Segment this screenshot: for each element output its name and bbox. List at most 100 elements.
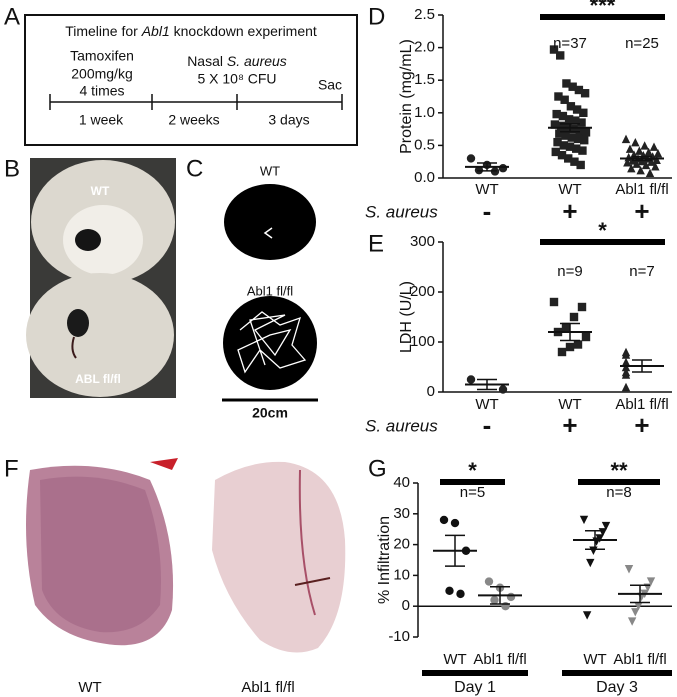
condition-label: S. aureus: [365, 202, 438, 221]
data-point: [466, 375, 476, 384]
y-tick-label: 200: [410, 283, 435, 300]
data-point: [484, 577, 494, 586]
data-point: [625, 144, 635, 153]
data-point: [565, 142, 575, 151]
data-point: [466, 154, 476, 163]
data-point: [573, 340, 583, 349]
data-point: [627, 164, 636, 173]
panel-letter: F: [4, 455, 19, 482]
data-point: [574, 85, 584, 95]
data-point: [550, 120, 560, 129]
panel-letter: C: [186, 155, 203, 182]
data-point: [649, 142, 659, 151]
y-tick-label: 0.5: [414, 136, 435, 153]
data-point: [552, 109, 561, 119]
data-point: [556, 51, 565, 60]
tracking-label: Abl1 fl/fl: [247, 283, 293, 298]
data-point: [558, 111, 568, 121]
data-point: [569, 124, 578, 134]
n-label: n=9: [557, 263, 582, 280]
histology-label: WT: [78, 679, 101, 696]
data-point: [501, 602, 510, 611]
data-point: [586, 558, 595, 568]
data-point: [562, 79, 571, 88]
y-tick-label: 10: [393, 566, 410, 583]
y-tick-label: -10: [388, 628, 410, 645]
data-point: [641, 160, 651, 170]
panel-letter: B: [4, 155, 20, 182]
y-tick-label: 1.5: [414, 71, 435, 88]
group-label: Day 3: [596, 679, 638, 696]
data-point: [498, 385, 508, 394]
data-point: [490, 595, 499, 605]
photo-label: ABL fl/fl: [75, 372, 121, 386]
y-tick-label: 30: [393, 505, 410, 522]
significance-label: ***: [590, 0, 616, 18]
data-point: [498, 164, 508, 173]
data-point: [634, 602, 643, 611]
data-point: [572, 144, 581, 153]
group-bar: [562, 670, 672, 676]
significance-label: *: [468, 458, 477, 483]
data-point: [566, 102, 576, 111]
x-tick-label: Abl1 fl/fl: [613, 651, 666, 668]
data-point: [456, 589, 465, 599]
n-label: n=8: [606, 484, 631, 501]
data-point: [635, 146, 644, 155]
data-point: [601, 521, 611, 531]
data-point: [651, 162, 660, 171]
n-label: n=25: [625, 35, 659, 52]
data-point: [621, 134, 631, 144]
data-point: [581, 332, 591, 342]
data-point: [639, 150, 648, 160]
data-point: [579, 515, 589, 525]
data-point: [551, 147, 560, 157]
y-tick-label: 2.5: [414, 6, 435, 23]
data-point: [621, 350, 631, 359]
y-tick-label: 0: [427, 383, 435, 400]
significance-bar: [440, 479, 505, 485]
data-point: [589, 546, 598, 555]
panel-letter: E: [368, 230, 384, 257]
data-point: [553, 137, 562, 147]
data-point: [445, 586, 454, 595]
data-point: [567, 133, 576, 142]
histology-label: Abl1 fl/fl: [241, 679, 294, 696]
data-point: [578, 146, 587, 155]
data-point: [579, 108, 588, 117]
histology: WT Abl1 fl/fl: [26, 458, 346, 696]
data-point: [557, 150, 567, 160]
data-point: [506, 592, 516, 602]
data-point: [560, 95, 569, 104]
y-tick-label: 20: [393, 536, 410, 553]
group-bar: [422, 670, 528, 676]
data-point: [568, 82, 577, 91]
x-tick-label: Abl1 fl/fl: [615, 181, 668, 198]
y-tick-label: 0.0: [414, 169, 435, 186]
data-point: [565, 342, 575, 352]
data-point: [632, 159, 641, 168]
photo-label: WT: [91, 184, 110, 198]
data-point: [582, 611, 592, 620]
x-tick-label: Abl1 fl/fl: [473, 651, 526, 668]
y-tick-label: 100: [410, 333, 435, 350]
data-point: [645, 168, 655, 177]
timeline-label: Nasal S. aureus: [187, 53, 287, 69]
x-tick-label: WT: [558, 181, 581, 198]
data-point: [559, 141, 568, 150]
x-tick-label: WT: [558, 396, 581, 413]
data-point: [554, 92, 563, 101]
data-point: [621, 382, 631, 392]
data-point: [561, 322, 571, 332]
x-tick-label: WT: [443, 651, 466, 668]
data-point: [644, 147, 653, 157]
timeline-duration: 3 days: [268, 112, 309, 128]
timeline-label: Sac: [318, 77, 342, 93]
data-point: [636, 165, 645, 175]
y-tick-label: 300: [410, 233, 435, 250]
data-point: [577, 118, 586, 127]
y-axis-label: Protein (mg/mL): [398, 39, 415, 154]
data-point: [624, 565, 634, 574]
condition-sign: -: [483, 196, 492, 226]
